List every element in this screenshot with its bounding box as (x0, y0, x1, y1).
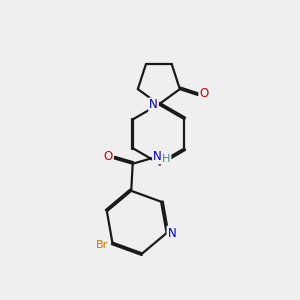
Text: O: O (199, 87, 208, 100)
Text: O: O (103, 151, 112, 164)
Text: Br: Br (96, 240, 108, 250)
Text: N: N (168, 226, 176, 239)
Text: H: H (162, 154, 170, 164)
Text: N: N (149, 98, 158, 111)
Text: N: N (153, 151, 162, 164)
